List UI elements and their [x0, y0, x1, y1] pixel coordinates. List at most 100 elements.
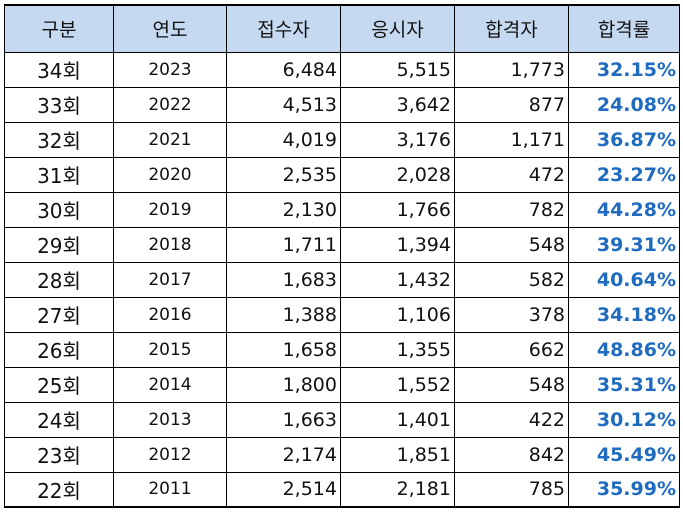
table-row: 32회 2021 4,019 3,176 1,171 36.87% [4, 121, 680, 158]
table-row: 24회 2013 1,663 1,401 422 30.12% [4, 401, 680, 438]
cell-applicants: 4,513 [226, 86, 341, 123]
cell-passers: 782 [454, 191, 569, 228]
cell-passers: 548 [454, 226, 569, 263]
header-examinees: 응시자 [340, 4, 455, 53]
cell-applicants: 4,019 [226, 121, 341, 158]
cell-year: 2017 [113, 261, 227, 298]
cell-pass-rate: 24.08% [568, 86, 680, 123]
cell-applicants: 1,683 [226, 261, 341, 298]
cell-round: 28회 [4, 261, 114, 298]
cell-pass-rate: 34.18% [568, 296, 680, 333]
cell-pass-rate: 44.28% [568, 191, 680, 228]
cell-passers: 422 [454, 401, 569, 438]
exam-results-table: 구분 연도 접수자 응시자 합격자 합격률 34회 2023 6,484 5,515 1… [4, 4, 680, 508]
cell-pass-rate: 35.99% [568, 471, 680, 508]
cell-pass-rate: 40.64% [568, 261, 680, 298]
cell-year: 2014 [113, 366, 227, 403]
table-body: 34회 2023 6,484 5,515 1,773 32.15% 33회 2022 4,513… [4, 51, 680, 508]
cell-passers: 662 [454, 331, 569, 368]
cell-examinees: 1,106 [340, 296, 455, 333]
table-row: 30회 2019 2,130 1,766 782 44.28% [4, 191, 680, 228]
table-row: 29회 2018 1,711 1,394 548 39.31% [4, 226, 680, 263]
cell-year: 2023 [113, 51, 227, 88]
cell-applicants: 2,514 [226, 471, 341, 508]
cell-passers: 1,171 [454, 121, 569, 158]
cell-examinees: 1,394 [340, 226, 455, 263]
cell-round: 24회 [4, 401, 114, 438]
cell-year: 2013 [113, 401, 227, 438]
cell-round: 23회 [4, 436, 114, 473]
table-row: 31회 2020 2,535 2,028 472 23.27% [4, 156, 680, 193]
cell-year: 2015 [113, 331, 227, 368]
cell-passers: 877 [454, 86, 569, 123]
cell-round: 33회 [4, 86, 114, 123]
cell-year: 2018 [113, 226, 227, 263]
cell-round: 29회 [4, 226, 114, 263]
cell-examinees: 2,028 [340, 156, 455, 193]
cell-applicants: 1,658 [226, 331, 341, 368]
cell-pass-rate: 35.31% [568, 366, 680, 403]
cell-round: 31회 [4, 156, 114, 193]
cell-examinees: 3,176 [340, 121, 455, 158]
cell-examinees: 1,355 [340, 331, 455, 368]
cell-applicants: 1,711 [226, 226, 341, 263]
cell-examinees: 1,552 [340, 366, 455, 403]
cell-examinees: 3,642 [340, 86, 455, 123]
cell-applicants: 1,663 [226, 401, 341, 438]
cell-passers: 582 [454, 261, 569, 298]
table-row: 25회 2014 1,800 1,552 548 35.31% [4, 366, 680, 403]
cell-pass-rate: 32.15% [568, 51, 680, 88]
cell-passers: 1,773 [454, 51, 569, 88]
header-round: 구분 [4, 4, 114, 53]
header-pass-rate: 합격률 [568, 4, 680, 53]
cell-passers: 842 [454, 436, 569, 473]
cell-round: 27회 [4, 296, 114, 333]
cell-passers: 548 [454, 366, 569, 403]
header-row: 구분 연도 접수자 응시자 합격자 합격률 [4, 4, 680, 53]
cell-examinees: 1,401 [340, 401, 455, 438]
table-row: 22회 2011 2,514 2,181 785 35.99% [4, 471, 680, 508]
header-year: 연도 [113, 4, 227, 53]
cell-applicants: 2,535 [226, 156, 341, 193]
cell-year: 2016 [113, 296, 227, 333]
cell-round: 32회 [4, 121, 114, 158]
cell-passers: 378 [454, 296, 569, 333]
cell-year: 2019 [113, 191, 227, 228]
table-row: 28회 2017 1,683 1,432 582 40.64% [4, 261, 680, 298]
cell-pass-rate: 39.31% [568, 226, 680, 263]
cell-year: 2021 [113, 121, 227, 158]
table-row: 33회 2022 4,513 3,642 877 24.08% [4, 86, 680, 123]
cell-round: 22회 [4, 471, 114, 508]
table-row: 26회 2015 1,658 1,355 662 48.86% [4, 331, 680, 368]
cell-year: 2012 [113, 436, 227, 473]
table-header: 구분 연도 접수자 응시자 합격자 합격률 [4, 4, 680, 53]
cell-year: 2020 [113, 156, 227, 193]
cell-round: 26회 [4, 331, 114, 368]
header-applicants: 접수자 [226, 4, 341, 53]
cell-examinees: 1,851 [340, 436, 455, 473]
header-passers: 합격자 [454, 4, 569, 53]
cell-round: 34회 [4, 51, 114, 88]
cell-pass-rate: 30.12% [568, 401, 680, 438]
cell-pass-rate: 23.27% [568, 156, 680, 193]
cell-year: 2022 [113, 86, 227, 123]
cell-examinees: 2,181 [340, 471, 455, 508]
cell-examinees: 1,432 [340, 261, 455, 298]
cell-examinees: 5,515 [340, 51, 455, 88]
cell-round: 30회 [4, 191, 114, 228]
table-row: 23회 2012 2,174 1,851 842 45.49% [4, 436, 680, 473]
cell-passers: 785 [454, 471, 569, 508]
cell-examinees: 1,766 [340, 191, 455, 228]
cell-applicants: 1,800 [226, 366, 341, 403]
cell-year: 2011 [113, 471, 227, 508]
table-row: 34회 2023 6,484 5,515 1,773 32.15% [4, 51, 680, 88]
cell-applicants: 1,388 [226, 296, 341, 333]
cell-passers: 472 [454, 156, 569, 193]
cell-applicants: 2,174 [226, 436, 341, 473]
cell-pass-rate: 48.86% [568, 331, 680, 368]
cell-applicants: 2,130 [226, 191, 341, 228]
cell-pass-rate: 45.49% [568, 436, 680, 473]
cell-applicants: 6,484 [226, 51, 341, 88]
cell-round: 25회 [4, 366, 114, 403]
table-row: 27회 2016 1,388 1,106 378 34.18% [4, 296, 680, 333]
